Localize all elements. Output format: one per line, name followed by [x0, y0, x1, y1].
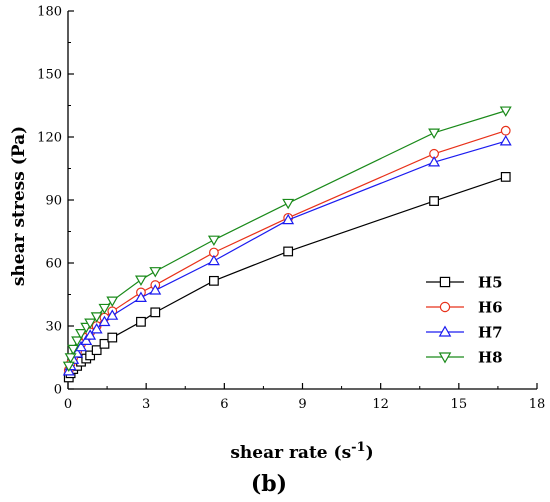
legend-marker — [438, 352, 452, 364]
y-axis-title: shear stress (Pa) — [9, 126, 29, 286]
y-tick-label: 180 — [37, 5, 62, 20]
data-point — [85, 350, 96, 361]
y-tick-label: 30 — [45, 320, 62, 335]
data-point — [134, 275, 147, 286]
data-point — [84, 318, 97, 330]
series-h7 — [62, 135, 512, 376]
data-point — [107, 332, 118, 343]
data-point — [106, 309, 119, 320]
data-point — [500, 172, 511, 182]
data-point — [99, 338, 110, 349]
data-point — [71, 336, 84, 347]
data-point — [62, 361, 75, 373]
data-point — [91, 345, 102, 356]
legend: H5 H6 H7 H8 — [426, 274, 503, 367]
x-axis-title-superscript: -1 — [351, 440, 365, 455]
legend-marker — [438, 325, 452, 337]
data-point — [80, 334, 93, 346]
data-point — [499, 135, 512, 146]
legend-item-h6: H6 — [426, 299, 503, 317]
data-point — [428, 156, 441, 167]
data-point — [207, 254, 220, 266]
data-point — [207, 235, 220, 247]
x-tick-label: 15 — [451, 397, 468, 412]
plot-area: 0 30 60 90 120 150 180 0 3 6 9 12 15 18 H5 H6 H7 H8 — [37, 5, 545, 413]
legend-label: H7 — [478, 324, 503, 342]
legend-marker — [439, 301, 451, 313]
data-point — [500, 125, 511, 136]
x-axis-title-end: ) — [366, 443, 374, 463]
y-tick-label: 60 — [45, 257, 62, 272]
data-point — [283, 246, 294, 257]
data-point — [75, 340, 88, 352]
data-point — [98, 303, 111, 315]
y-tick-label: 0 — [54, 383, 62, 398]
legend-label: H5 — [478, 274, 503, 292]
legend-marker — [439, 276, 451, 288]
x-axis-title-main: shear rate (s — [230, 443, 351, 463]
x-tick-label: 18 — [529, 397, 546, 412]
x-axis-title: shear rate (s-1) — [230, 440, 373, 463]
data-point — [90, 322, 103, 334]
data-point — [282, 198, 295, 210]
y-tick-label: 150 — [37, 68, 62, 83]
data-point — [209, 275, 219, 286]
legend-label: H8 — [478, 349, 503, 367]
data-point — [149, 284, 162, 295]
data-point — [499, 106, 512, 117]
y-tick-label: 120 — [37, 131, 62, 146]
data-point — [90, 312, 103, 323]
panel-label: (b) — [251, 471, 287, 497]
legend-item-h5: H5 — [426, 274, 503, 292]
series-line — [68, 110, 506, 367]
data-point — [64, 353, 77, 364]
x-tick-label: 6 — [220, 397, 228, 412]
x-tick-label: 12 — [372, 397, 389, 412]
legend-item-h7: H7 — [426, 324, 503, 342]
x-tick-label: 0 — [64, 397, 72, 412]
y-tick-label: 90 — [45, 194, 62, 209]
data-point — [134, 291, 147, 302]
data-point — [428, 128, 441, 139]
data-point — [67, 344, 80, 356]
data-point — [136, 316, 146, 327]
legend-item-h8: H8 — [426, 349, 503, 367]
data-point — [150, 307, 161, 318]
x-tick-label: 3 — [142, 397, 150, 412]
data-point — [98, 315, 111, 327]
data-point — [282, 213, 295, 225]
x-tick-label: 9 — [298, 397, 306, 412]
data-point — [106, 296, 119, 307]
data-point — [84, 329, 97, 340]
data-point — [149, 267, 162, 278]
legend-label: H6 — [478, 299, 503, 317]
series-h8 — [62, 106, 512, 373]
data-point — [75, 329, 88, 340]
data-point — [429, 196, 439, 206]
